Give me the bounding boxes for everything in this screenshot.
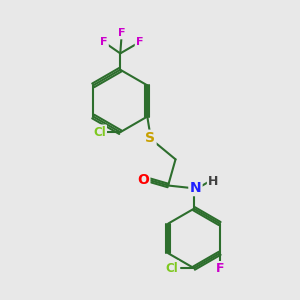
Text: F: F [118,28,125,38]
Text: Cl: Cl [166,262,178,275]
Text: F: F [215,262,224,275]
Text: F: F [100,37,108,47]
Text: Cl: Cl [93,126,106,139]
Text: N: N [190,181,201,195]
Text: F: F [136,37,143,47]
Text: S: S [145,131,155,145]
Text: H: H [208,175,218,188]
Text: O: O [137,173,149,187]
